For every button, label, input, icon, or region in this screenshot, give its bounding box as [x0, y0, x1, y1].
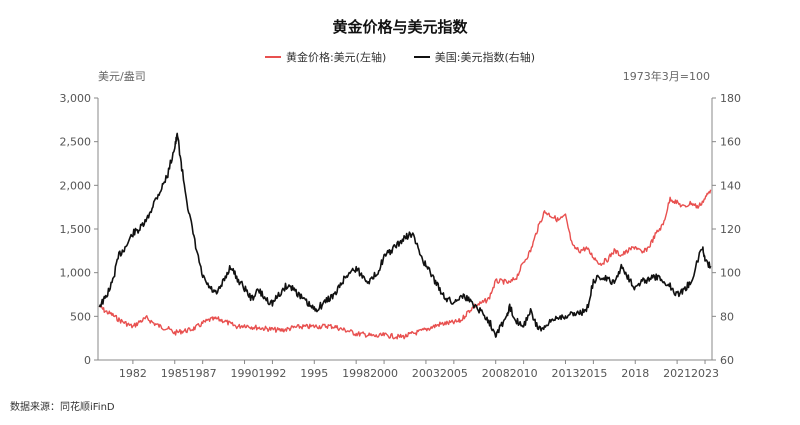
left-axis-tick-label: 2,500: [60, 136, 92, 149]
left-axis-tick-label: 2,000: [60, 179, 92, 192]
right-axis-tick-label: 80: [720, 310, 734, 323]
legend-label-dollar-index: 美国:美元指数(右轴): [434, 51, 536, 64]
left-axis-tick-label: 1,000: [60, 267, 92, 280]
x-axis-tick-label: 2008: [482, 367, 510, 380]
legend-item-gold[interactable]: 黄金价格:美元(左轴): [264, 49, 387, 65]
right-axis-tick-label: 120: [720, 223, 741, 236]
x-axis-tick-label: 1998: [342, 367, 370, 380]
left-axis-tick-label: 500: [70, 310, 91, 323]
x-axis-tick-label: 1990: [231, 367, 259, 380]
series-line-dollar-index: [98, 132, 712, 338]
right-axis-tick-label: 140: [720, 179, 741, 192]
x-axis-tick-label: 2023: [691, 367, 719, 380]
x-axis-tick-label: 1985: [161, 367, 189, 380]
x-axis-tick-label: 1982: [119, 367, 147, 380]
legend-label-gold: 黄金价格:美元(左轴): [285, 51, 387, 64]
right-axis-unit: 1973年3月=100: [622, 70, 710, 83]
left-axis-unit: 美元/盎司: [98, 70, 146, 83]
legend-item-dollar-index[interactable]: 美国:美元指数(右轴): [413, 49, 536, 65]
right-axis-tick-label: 160: [720, 136, 741, 149]
left-axis-tick-label: 1,500: [60, 223, 92, 236]
x-axis-tick-label: 2021: [663, 367, 691, 380]
legend: 黄金价格:美元(左轴) 美国:美元指数(右轴): [0, 48, 800, 65]
x-axis-tick-label: 2018: [621, 367, 649, 380]
series-line-gold-price: [98, 189, 712, 340]
left-axis-tick-label: 3,000: [60, 92, 92, 105]
x-axis-tick-label: 1992: [258, 367, 286, 380]
x-axis-tick-label: 2010: [510, 367, 538, 380]
legend-swatch-dollar-index: [413, 56, 430, 58]
x-axis-tick-label: 2013: [551, 367, 579, 380]
x-axis-tick-label: 2000: [370, 367, 398, 380]
right-axis-tick-label: 180: [720, 92, 741, 105]
x-axis-tick-label: 2003: [412, 367, 440, 380]
legend-swatch-gold: [264, 56, 281, 58]
right-axis-tick-label: 100: [720, 267, 741, 280]
right-axis-tick-label: 60: [720, 354, 734, 367]
chart-title: 黄金价格与美元指数: [332, 18, 468, 36]
x-axis-tick-label: 2015: [579, 367, 607, 380]
left-axis-tick-label: 0: [84, 354, 91, 367]
x-axis-tick-label: 1987: [189, 367, 217, 380]
x-axis-tick-label: 2005: [440, 367, 468, 380]
x-axis-tick-label: 1995: [300, 367, 328, 380]
data-source: 数据来源：同花顺iFinD: [10, 402, 115, 413]
